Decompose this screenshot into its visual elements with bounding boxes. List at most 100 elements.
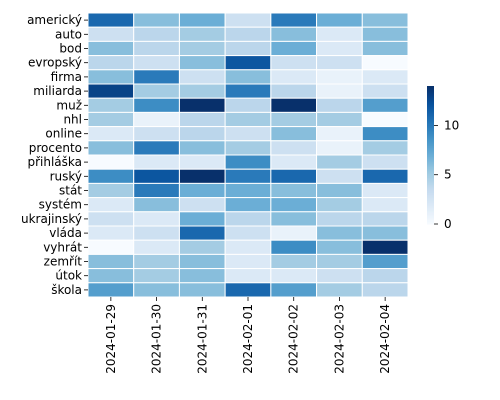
heatmap-cell bbox=[316, 225, 363, 241]
colorbar-segment bbox=[427, 216, 434, 218]
heatmap-cell bbox=[224, 253, 272, 270]
x-tick-label: 2024-01-29 bbox=[104, 304, 118, 374]
x-tick-label: 2024-01-31 bbox=[195, 304, 209, 374]
colorbar-segment bbox=[427, 219, 434, 221]
y-tick-label: auto bbox=[55, 27, 82, 41]
colorbar-segment bbox=[427, 172, 434, 175]
heatmap-cell bbox=[270, 126, 318, 142]
colorbar-segment bbox=[427, 218, 434, 220]
colorbar-segment bbox=[427, 112, 434, 115]
heatmap-cell bbox=[133, 211, 180, 227]
colorbar-segment bbox=[427, 158, 434, 161]
colorbar-segment bbox=[427, 165, 434, 168]
heatmap-cell bbox=[87, 26, 135, 42]
heatmap-cell bbox=[361, 168, 409, 184]
heatmap-cell bbox=[270, 97, 318, 113]
colorbar-segment bbox=[427, 208, 434, 210]
heatmap-cell bbox=[316, 268, 363, 284]
colorbar-segment bbox=[427, 128, 434, 130]
colorbar-segment bbox=[427, 138, 434, 140]
heatmap-cell bbox=[224, 268, 272, 284]
y-tick-label: procento bbox=[29, 141, 82, 155]
colorbar-segment bbox=[427, 148, 434, 150]
colorbar-segment bbox=[427, 101, 434, 104]
x-tick-label: 2024-02-01 bbox=[241, 304, 255, 374]
heatmap-cell bbox=[178, 282, 226, 298]
heatmap-cell bbox=[361, 12, 409, 28]
colorbar-segment bbox=[427, 102, 434, 105]
heatmap-cell bbox=[133, 40, 180, 57]
heatmap-cell bbox=[133, 168, 180, 184]
heatmap-cell bbox=[87, 12, 135, 28]
heatmap-cell bbox=[178, 140, 226, 156]
colorbar-segment bbox=[427, 88, 434, 91]
heatmap-cell bbox=[133, 26, 180, 42]
colorbar-segment bbox=[427, 217, 434, 219]
heatmap-cell bbox=[316, 253, 363, 270]
colorbar-segment bbox=[427, 93, 434, 96]
colorbar-segment bbox=[427, 147, 434, 149]
colorbar-segment bbox=[427, 182, 434, 185]
colorbar-segment bbox=[427, 168, 434, 171]
heatmap-cell bbox=[361, 268, 409, 284]
heatmap-cell bbox=[270, 26, 318, 42]
colorbar-segment bbox=[427, 157, 434, 160]
colorbar-segment bbox=[427, 205, 434, 207]
heatmap-cell bbox=[316, 197, 363, 213]
heatmap-cell bbox=[178, 26, 226, 42]
heatmap-cell bbox=[361, 197, 409, 213]
heatmap-cell bbox=[224, 282, 272, 298]
colorbar-segment bbox=[427, 197, 434, 199]
heatmap-cell bbox=[316, 211, 363, 227]
heatmap-cell bbox=[224, 225, 272, 241]
heatmap-cell bbox=[270, 239, 318, 255]
heatmap-cell bbox=[361, 97, 409, 113]
heatmap-cell bbox=[133, 83, 180, 99]
colorbar-segment bbox=[427, 150, 434, 152]
colorbar-segment bbox=[427, 113, 434, 116]
heatmap-cell bbox=[224, 126, 272, 142]
colorbar-segment bbox=[427, 193, 434, 196]
colorbar-segment bbox=[427, 123, 434, 126]
colorbar-segment bbox=[427, 97, 434, 100]
colorbar-segment bbox=[427, 142, 434, 144]
x-tick-label: 2024-02-02 bbox=[287, 304, 301, 374]
colorbar-segment bbox=[427, 155, 434, 158]
heatmap-cell bbox=[270, 268, 318, 284]
colorbar-tick-label: 10 bbox=[444, 118, 459, 132]
colorbar-segment bbox=[427, 210, 434, 212]
heatmap-cell bbox=[270, 69, 318, 85]
heatmap-cell bbox=[87, 239, 135, 255]
colorbar-segment bbox=[427, 207, 434, 209]
heatmap-cell bbox=[224, 26, 272, 42]
heatmap-cell bbox=[361, 111, 409, 128]
colorbar-segment bbox=[427, 162, 434, 165]
heatmap-cell bbox=[87, 182, 135, 199]
colorbar-segment bbox=[427, 178, 434, 181]
y-tick-label: miliarda bbox=[33, 84, 82, 98]
colorbar-segment bbox=[427, 202, 434, 204]
heatmap-cell bbox=[270, 182, 318, 199]
colorbar-segment bbox=[427, 122, 434, 125]
colorbar-segment bbox=[427, 173, 434, 176]
heatmap-cell bbox=[224, 154, 272, 170]
heatmap-cell bbox=[133, 268, 180, 284]
colorbar-segment bbox=[427, 177, 434, 180]
heatmap-cell bbox=[178, 168, 226, 184]
colorbar-segment bbox=[427, 146, 434, 148]
y-tick-label: bod bbox=[59, 42, 82, 56]
heatmap-cell bbox=[133, 12, 180, 28]
heatmap-cell bbox=[87, 197, 135, 213]
colorbar-segment bbox=[427, 184, 434, 187]
heatmap-cell bbox=[178, 83, 226, 99]
heatmap-cell bbox=[133, 282, 180, 298]
colorbar-segment bbox=[427, 169, 434, 172]
heatmap-cell bbox=[178, 211, 226, 227]
colorbar-segment bbox=[427, 196, 434, 198]
colorbar-segment bbox=[427, 206, 434, 208]
heatmap-cell bbox=[316, 26, 363, 42]
y-tick-label: nhl bbox=[63, 113, 82, 127]
colorbar-segment bbox=[427, 125, 434, 128]
colorbar-segment bbox=[427, 92, 434, 95]
colorbar-segment bbox=[427, 117, 434, 120]
